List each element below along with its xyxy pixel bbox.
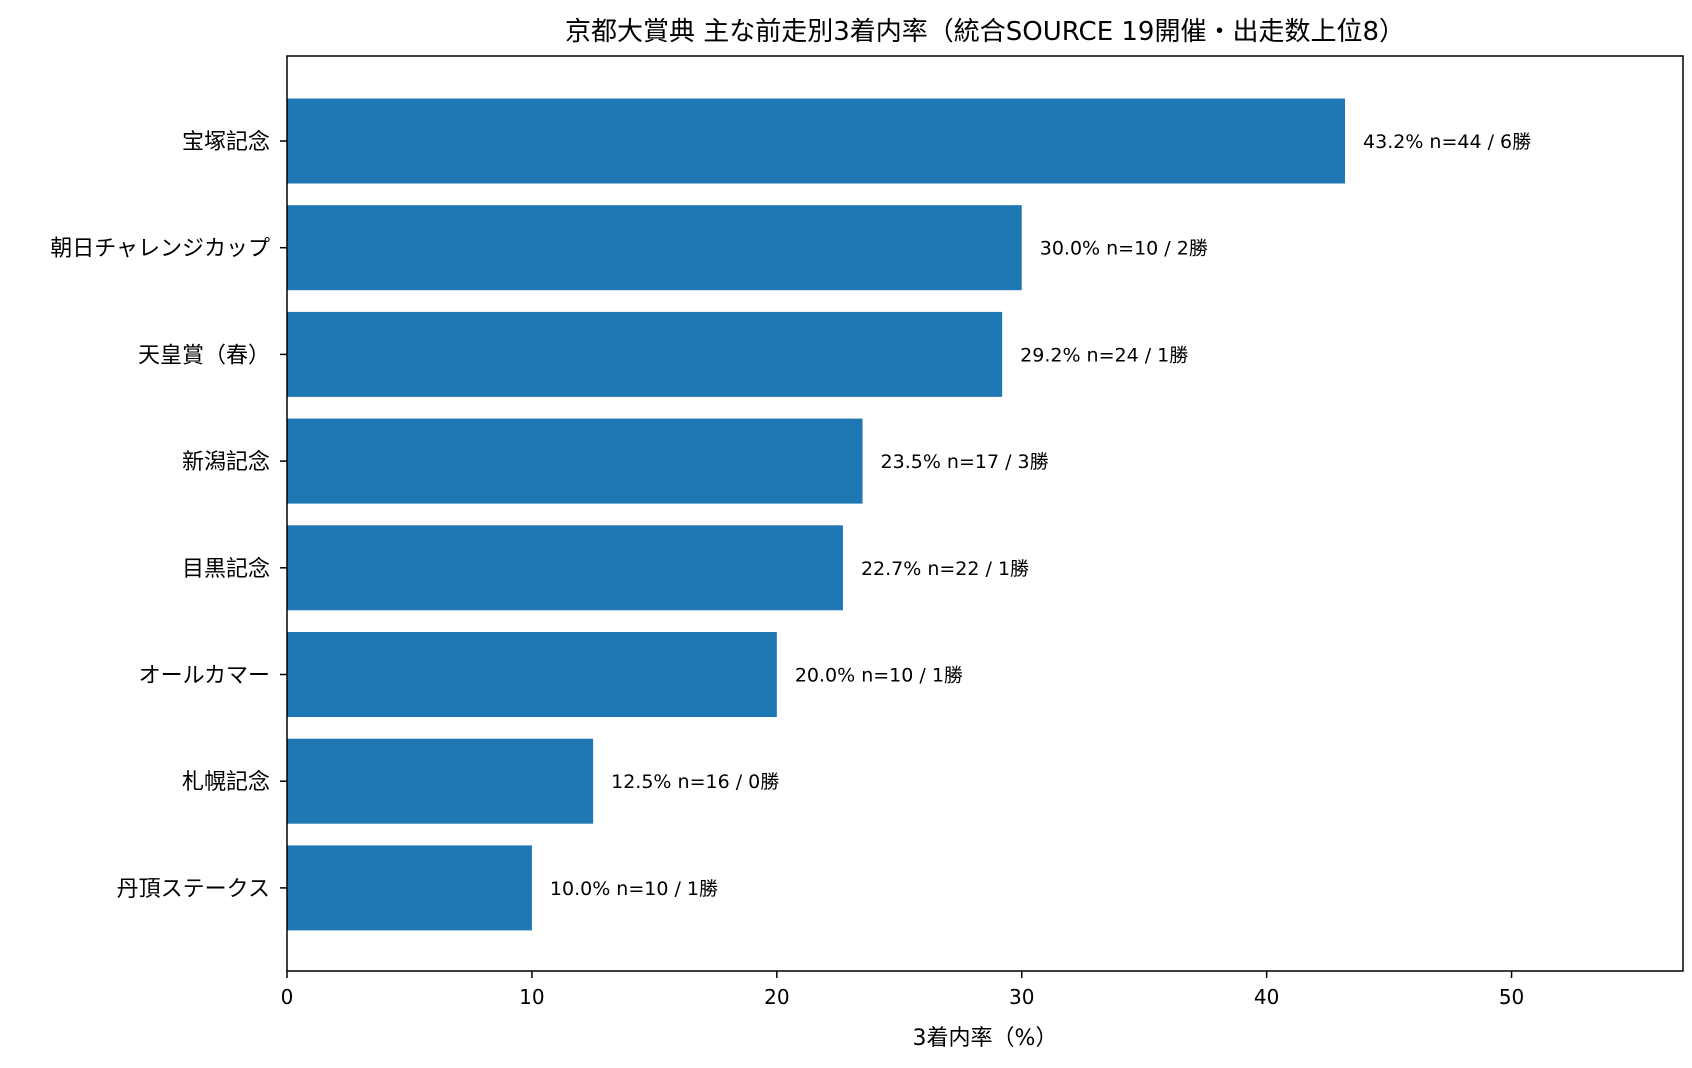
y-tick-label: 天皇賞（春） [138,343,270,368]
chart-title: 京都大賞典 主な前走別3着内率（統合SOURCE 19開催・出走数上位8） [565,17,1405,47]
y-tick-label: 宝塚記念 [182,130,270,155]
bar [287,632,777,717]
bar-value-label: 30.0% n=10 / 2勝 [1040,238,1208,260]
bar [287,418,863,504]
bar-labels: 43.2% n=44 / 6勝 30.0% n=10 / 2勝 29.2% n=24… [550,131,1531,900]
y-tick-label: 朝日チャレンジカップ [50,237,270,262]
bar [287,738,594,824]
bar-value-label: 10.0% n=10 / 1勝 [550,878,718,900]
bar-value-label: 12.5% n=16 / 0勝 [611,771,779,793]
x-tick-label: 20 [764,985,789,1009]
bar [287,98,1346,184]
x-tick-label: 0 [281,985,294,1009]
x-axis-ticks: 0 10 20 30 40 50 [281,971,1524,1009]
bar-value-label: 20.0% n=10 / 1勝 [795,665,963,687]
y-tick-label: 札幌記念 [182,770,270,795]
x-tick-label: 50 [1499,985,1524,1009]
y-tick-label: 新潟記念 [182,450,270,475]
y-tick-label: 丹頂ステークス [117,877,270,902]
y-tick-label: オールカマー [139,664,270,689]
bar-value-label: 22.7% n=22 / 1勝 [861,558,1029,580]
x-axis-label: 3着内率（%） [913,1026,1058,1051]
bar [287,311,1003,397]
x-tick-label: 10 [519,985,544,1009]
x-tick-label: 30 [1009,985,1034,1009]
bar [287,205,1022,291]
bar-value-label: 29.2% n=24 / 1勝 [1020,344,1188,366]
x-tick-label: 40 [1254,985,1279,1009]
y-tick-label: 目黒記念 [182,557,270,582]
plot-frame [286,55,1684,972]
bar [287,845,532,931]
bar-value-label: 43.2% n=44 / 6勝 [1363,131,1531,153]
bars [287,98,1346,931]
bar [287,525,843,611]
bar-value-label: 23.5% n=17 / 3勝 [881,451,1049,473]
